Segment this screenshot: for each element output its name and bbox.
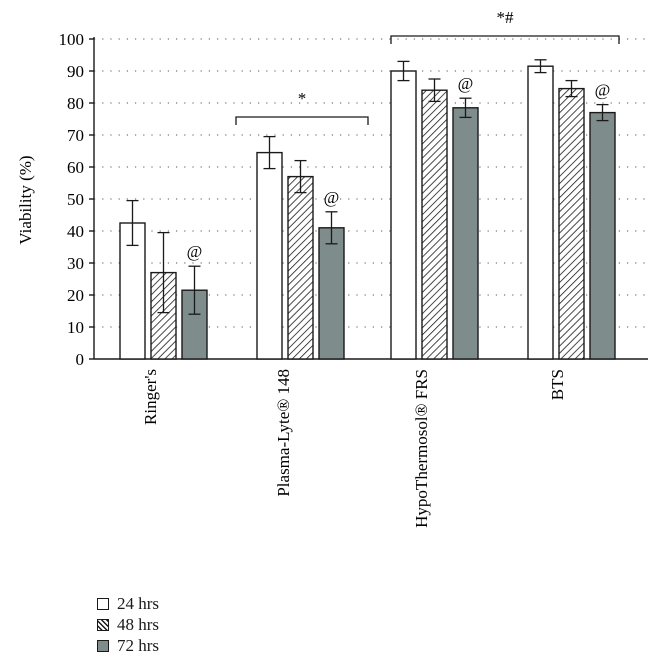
y-tick-label: 90 xyxy=(67,62,84,81)
y-tick-label: 40 xyxy=(67,222,84,241)
y-tick-label: 80 xyxy=(67,94,84,113)
significance-label: *# xyxy=(497,8,515,27)
y-tick-label: 50 xyxy=(67,190,84,209)
bar xyxy=(390,70,417,360)
legend-item-48hrs: 48 hrs xyxy=(97,615,159,635)
category-label: Ringer's xyxy=(141,369,160,425)
bar xyxy=(589,111,616,360)
bar xyxy=(256,151,283,360)
at-mark: @ xyxy=(595,81,611,100)
category-label: Plasma-Lyte® 148 xyxy=(274,369,293,497)
at-mark: @ xyxy=(187,242,203,261)
at-mark: @ xyxy=(458,74,474,93)
y-tick-label: 30 xyxy=(67,254,84,273)
legend: 24 hrs 48 hrs 72 hrs xyxy=(97,594,159,657)
bar xyxy=(452,107,479,360)
legend-item-72hrs: 72 hrs xyxy=(97,636,159,656)
legend-label: 72 hrs xyxy=(117,636,160,655)
y-tick-label: 10 xyxy=(67,318,84,337)
y-tick-label: 60 xyxy=(67,158,84,177)
legend-swatch-hatched xyxy=(97,619,109,631)
legend-label: 24 hrs xyxy=(117,594,160,613)
y-tick-label: 100 xyxy=(59,30,85,49)
bars xyxy=(119,59,616,360)
bar xyxy=(558,87,585,360)
significance-bracket xyxy=(390,35,620,44)
legend-swatch-gray xyxy=(97,640,109,652)
y-tick-label: 70 xyxy=(67,126,84,145)
bar xyxy=(421,89,448,360)
legend-item-24hrs: 24 hrs xyxy=(97,594,159,614)
y-tick-label: 20 xyxy=(67,286,84,305)
bar xyxy=(318,227,345,360)
y-axis-title: Viability (%) xyxy=(16,155,35,244)
legend-label: 48 hrs xyxy=(117,615,160,634)
bar xyxy=(287,175,314,360)
y-tick-label: 0 xyxy=(76,350,85,369)
x-axis-categories: Ringer's Plasma-Lyte® 148 HypoThermosol® F… xyxy=(141,369,567,528)
significance-label: * xyxy=(298,89,307,108)
y-axis: 0 10 20 30 40 50 60 70 80 90 100 xyxy=(59,30,648,369)
category-label: BTS xyxy=(548,369,567,400)
significance-bracket xyxy=(235,116,369,125)
at-mark: @ xyxy=(324,188,340,207)
annotations: @ @ @ @ * *# xyxy=(187,8,620,261)
bar xyxy=(527,65,554,360)
category-label: HypoThermosol® FRS xyxy=(412,369,431,528)
legend-swatch-white xyxy=(97,598,109,610)
